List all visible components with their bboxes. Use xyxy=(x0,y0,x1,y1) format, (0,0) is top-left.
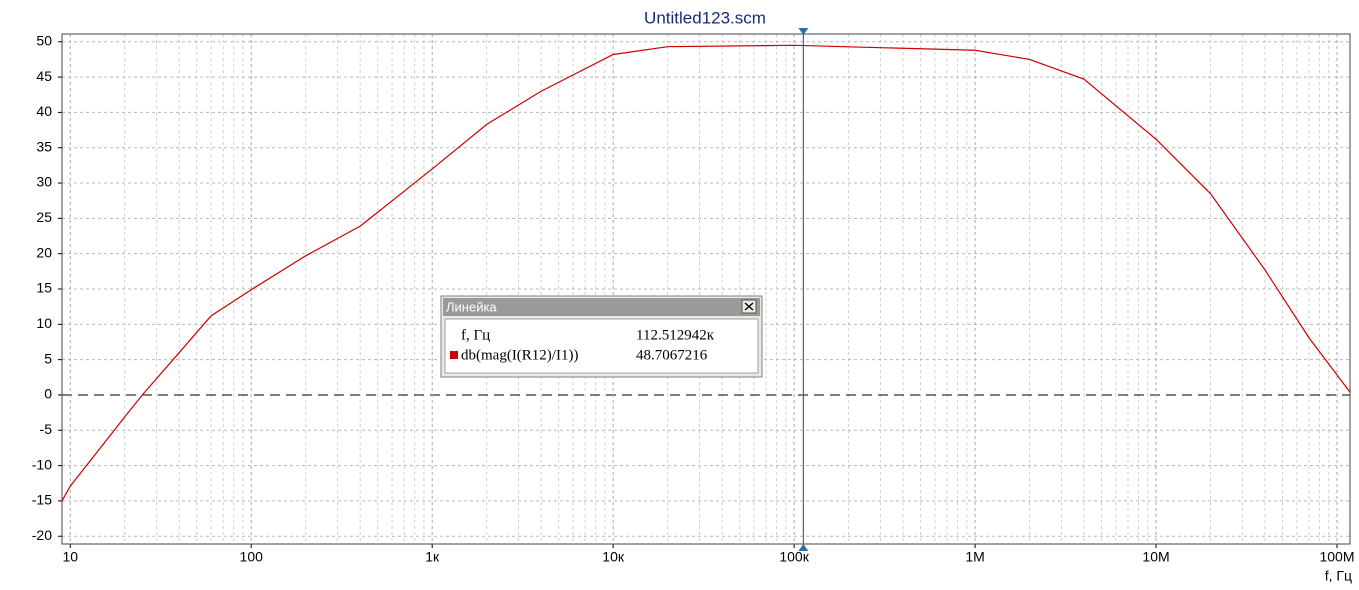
y-tick-label: 5 xyxy=(44,350,52,366)
legend-entry: db(mag(I(R12)/I1)) xyxy=(461,347,578,363)
y-tick-label: 10 xyxy=(36,315,52,331)
x-tick-label: 100к xyxy=(779,549,809,565)
dialog-title: Линейка xyxy=(446,299,497,314)
ruler-x-name: f, Гц xyxy=(461,327,490,343)
dialog-titlebar xyxy=(443,298,760,316)
close-icon xyxy=(744,302,754,311)
x-tick-label: 1M xyxy=(965,549,984,565)
y-tick-label: 35 xyxy=(36,138,52,154)
x-tick-label: 10к xyxy=(602,549,625,565)
x-tick-label: 1к xyxy=(425,549,440,565)
data-line xyxy=(61,44,1351,502)
cursor-handle xyxy=(798,28,809,35)
y-tick-label: 45 xyxy=(36,68,52,84)
x-tick-label: 10 xyxy=(62,549,78,565)
ruler-dialog: Линейка f, Гц 112.512942к db(mag(I(R12)/I1)… xyxy=(440,295,763,378)
x-tick-label: 10M xyxy=(1142,549,1169,565)
x-tick-label: 100M xyxy=(1319,549,1354,565)
y-tick-label: -20 xyxy=(32,527,52,543)
legend-swatch xyxy=(450,351,458,359)
ruler-y-value: 48.7067216 xyxy=(636,347,708,363)
cursor-handle xyxy=(798,544,809,551)
y-tick-label: 25 xyxy=(36,209,52,225)
y-tick-label: -5 xyxy=(40,421,53,437)
y-tick-label: 50 xyxy=(36,32,52,48)
y-tick-label: 0 xyxy=(44,386,52,402)
x-tick-label: 100 xyxy=(240,549,264,565)
y-tick-label: -10 xyxy=(32,456,52,472)
y-tick-label: 30 xyxy=(36,174,52,190)
chart-title: Untitled123.scm xyxy=(644,8,766,27)
y-tick-label: 15 xyxy=(36,280,52,296)
ruler-x-value: 112.512942к xyxy=(636,327,715,343)
y-tick-label: 40 xyxy=(36,103,52,119)
x-axis-label: f, Гц xyxy=(1325,568,1352,584)
y-tick-label: 20 xyxy=(36,244,52,260)
dialog-body xyxy=(444,318,759,374)
y-tick-label: -15 xyxy=(32,492,52,508)
plot-frame xyxy=(61,33,1351,545)
